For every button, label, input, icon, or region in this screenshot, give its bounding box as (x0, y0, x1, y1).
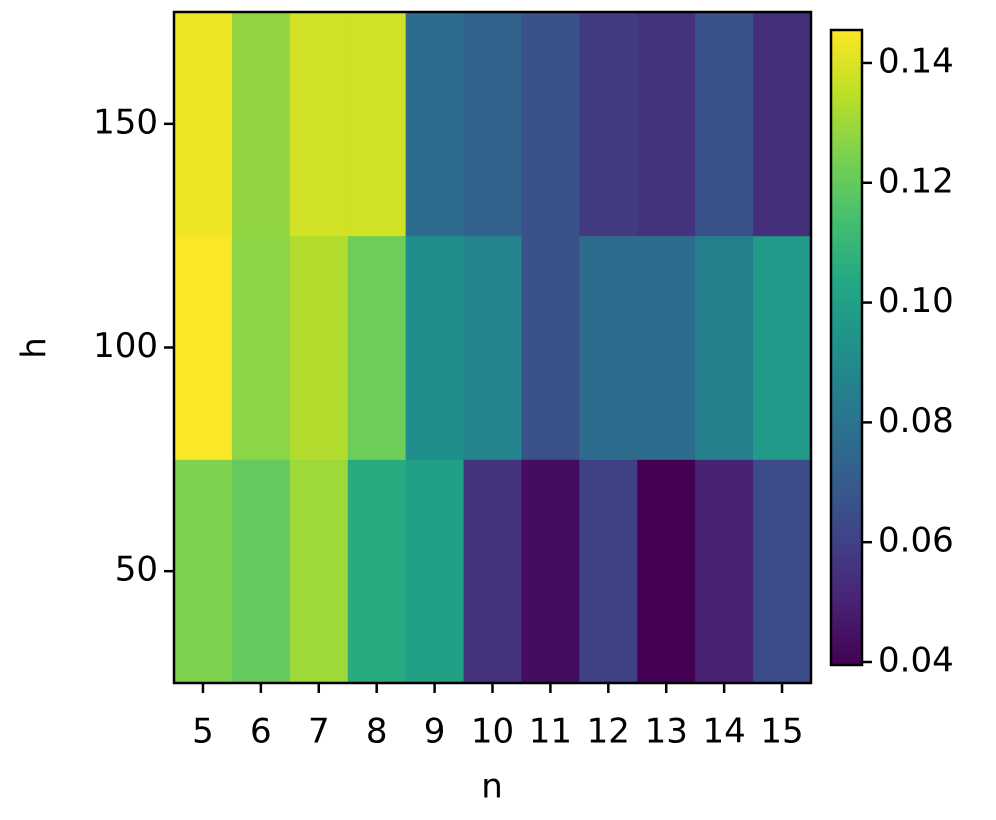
heatmap-cell (753, 12, 812, 237)
heatmap-cell (521, 235, 580, 460)
colorbar-tick-label: 0.08 (878, 401, 954, 441)
heatmap-cell (347, 12, 407, 237)
heatmap-cell (579, 235, 638, 460)
heatmap-cell (347, 459, 407, 684)
colorbar-tick-label: 0.06 (878, 521, 954, 561)
heatmap-cell (405, 235, 465, 460)
heatmap-cell (231, 459, 291, 684)
heatmap-cell (521, 12, 580, 237)
heatmap-cell (174, 459, 233, 684)
x-tick-label: 6 (250, 712, 272, 752)
heatmap-cell (463, 459, 522, 684)
heatmap-cell (463, 235, 522, 460)
x-tick-label: 14 (703, 712, 746, 752)
x-tick-label: 9 (424, 712, 446, 752)
y-tick-label: 50 (115, 550, 158, 590)
colorbar-tick-label: 0.04 (878, 641, 954, 681)
colorbar-tick-label: 0.12 (878, 161, 954, 201)
heatmap-cell (521, 459, 580, 684)
x-tick-label: 10 (471, 712, 514, 752)
x-tick-label: 13 (645, 712, 688, 752)
heatmap-cell (347, 235, 407, 460)
heatmap-cell (289, 459, 349, 684)
x-axis-label: n (481, 767, 503, 807)
heatmap-cell (753, 459, 812, 684)
heatmap-cell (174, 235, 233, 460)
x-tick-label: 11 (529, 712, 572, 752)
x-tick-label: 5 (192, 712, 214, 752)
heatmap-cell (289, 235, 349, 460)
heatmap-cell (637, 235, 696, 460)
heatmap-cell (695, 459, 754, 684)
heatmap-cell (695, 235, 754, 460)
x-tick-label: 12 (587, 712, 630, 752)
heatmap-cell (579, 12, 638, 237)
heatmap-cell (463, 12, 522, 237)
colorbar-tick-label: 0.14 (878, 41, 954, 81)
colorbar (829, 28, 864, 667)
heatmap-cell (637, 459, 696, 684)
heatmap-cell (405, 459, 465, 684)
x-tick-label: 7 (308, 712, 330, 752)
y-tick-label: 150 (93, 102, 158, 142)
y-tick-label: 100 (93, 326, 158, 366)
heatmap-cell (695, 12, 754, 237)
heatmap-cell (174, 12, 233, 237)
colorbar-tick-label: 0.10 (878, 281, 954, 321)
y-axis-label: h (15, 337, 55, 359)
heatmap-cell (579, 459, 638, 684)
heatmap-cell (231, 12, 291, 237)
x-tick-label: 15 (760, 712, 803, 752)
heatmap-cell (405, 12, 465, 237)
x-tick-label: 8 (366, 712, 388, 752)
heatmap-cell (289, 12, 349, 237)
heatmap-cell (231, 235, 291, 460)
heatmap-cell (753, 235, 812, 460)
heatmap-cell (637, 12, 696, 237)
